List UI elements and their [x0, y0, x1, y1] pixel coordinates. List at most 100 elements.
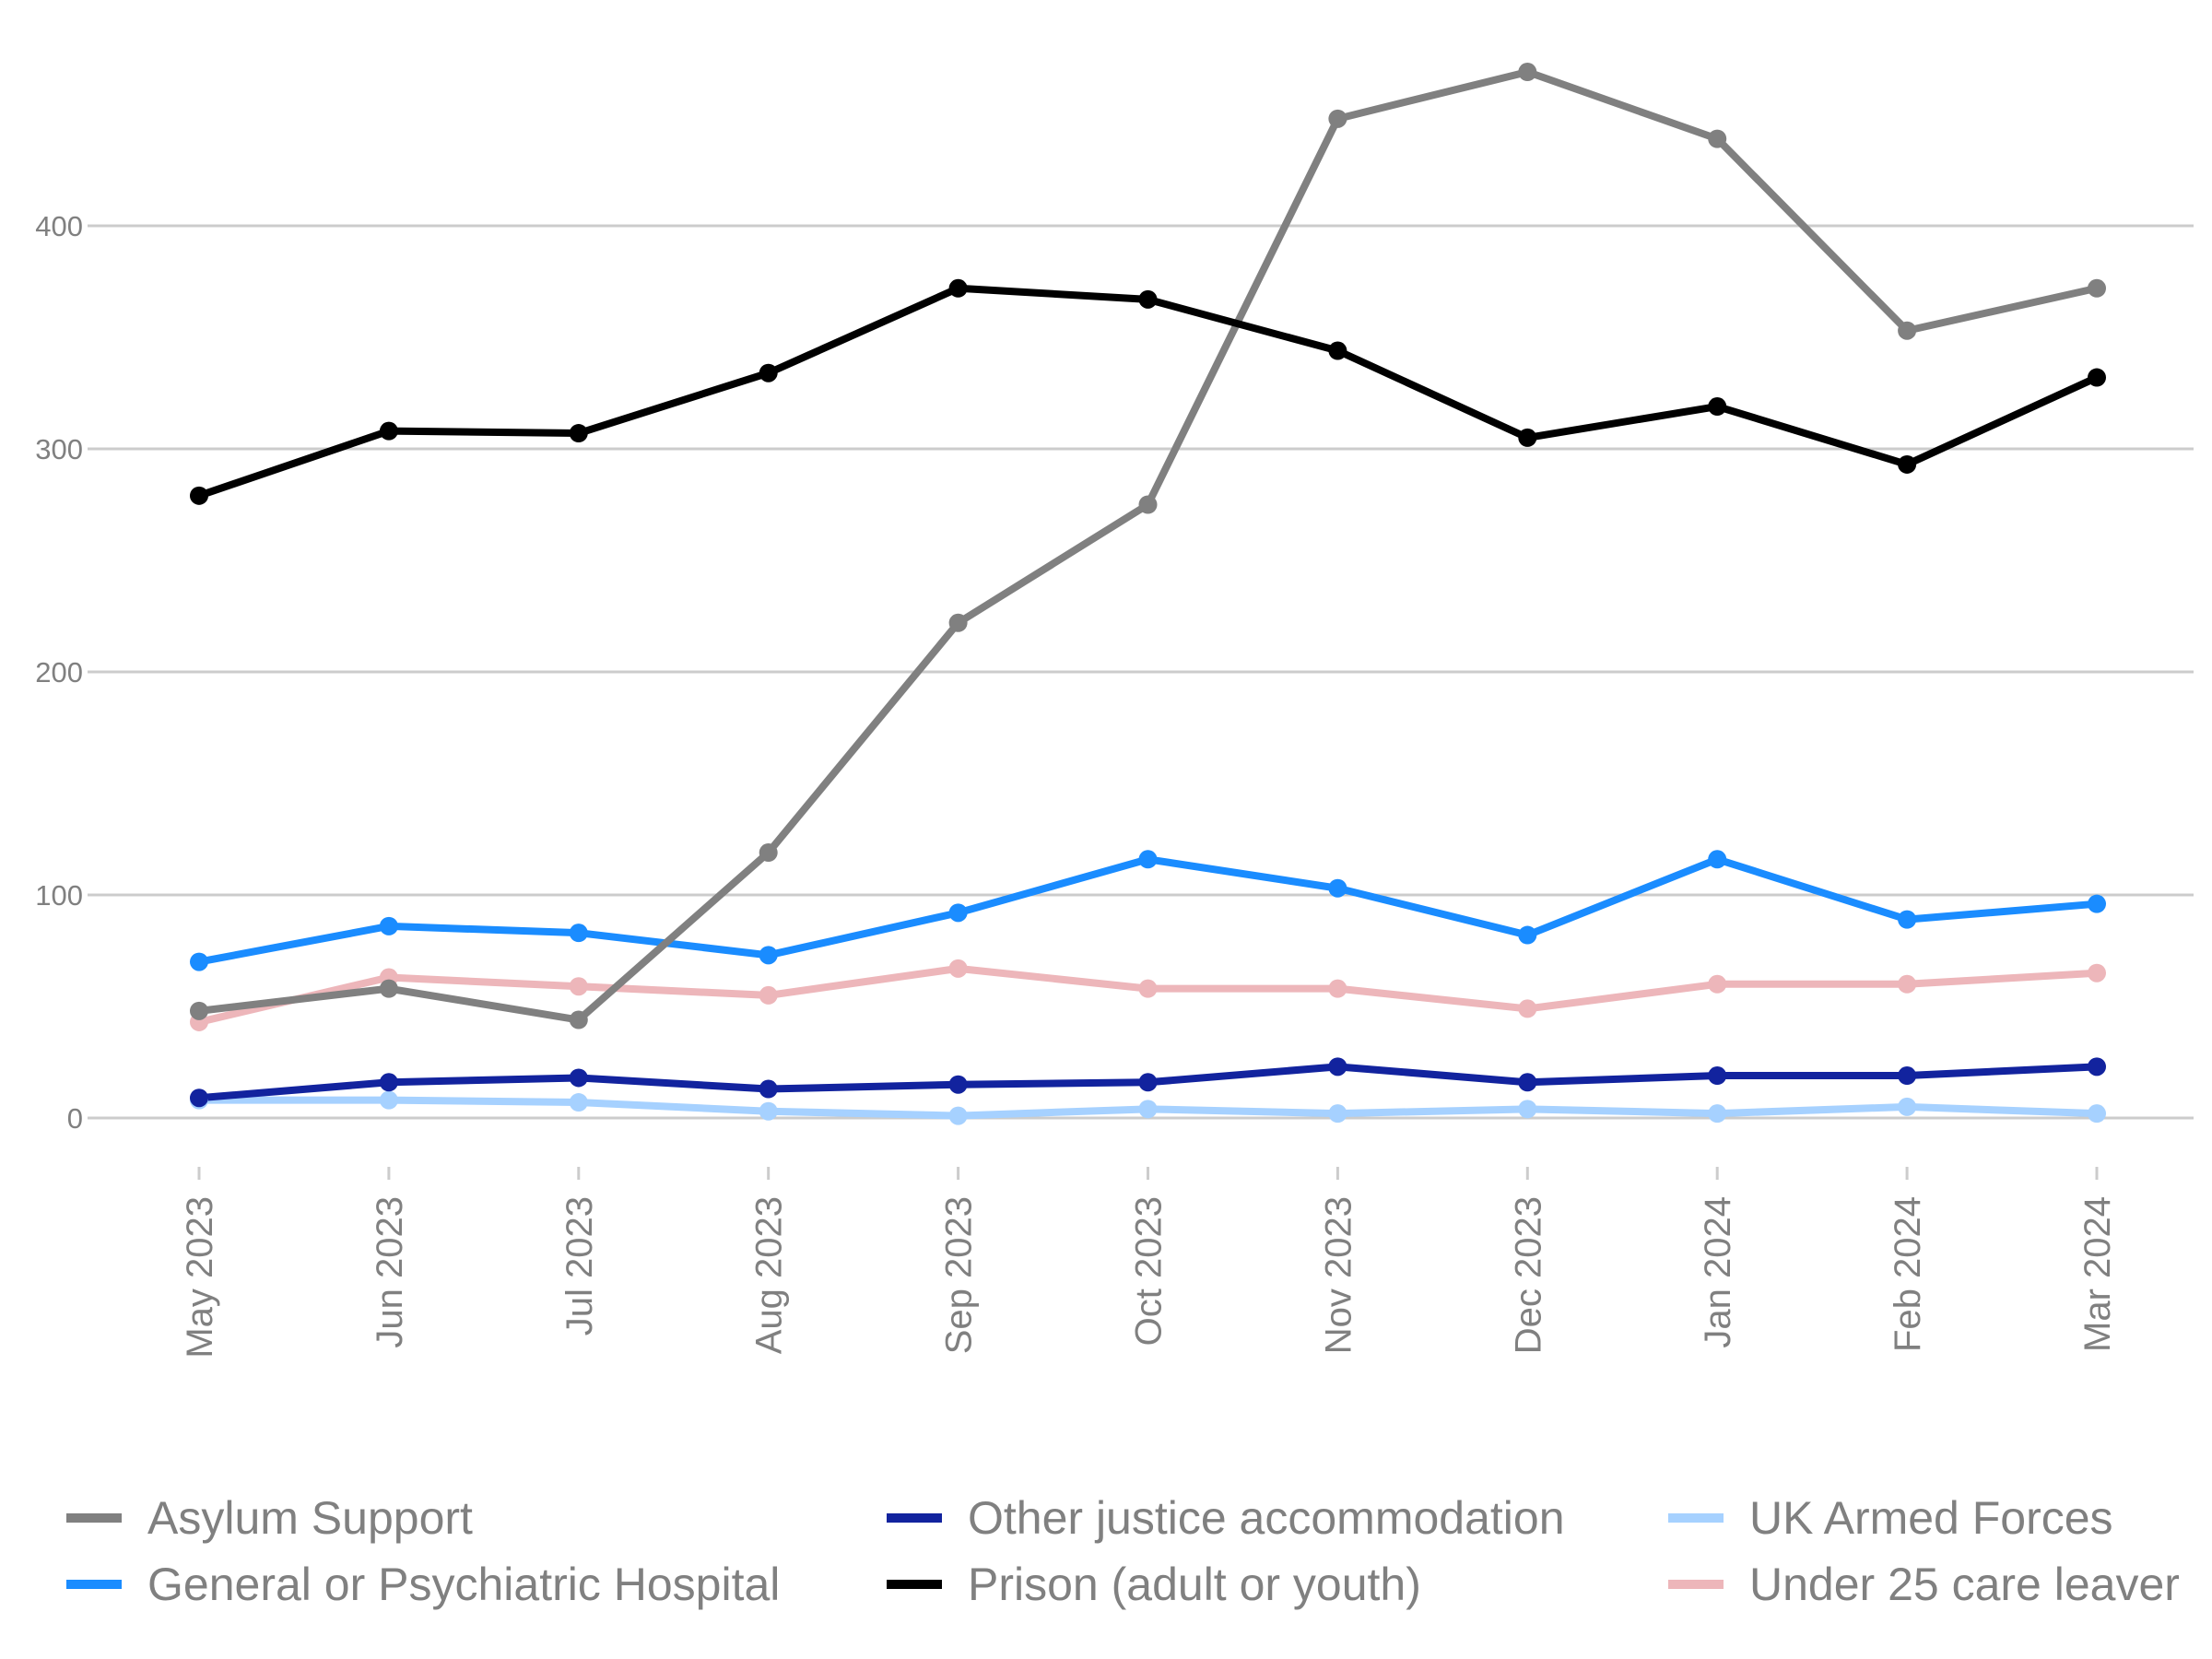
data-point-uk-armed-forces: [1328, 1104, 1347, 1124]
grid-lines: [88, 224, 2194, 1120]
data-point-other-justice-accommodation: [569, 1068, 588, 1088]
x-tick-label: Oct 2023: [1129, 1196, 1170, 1346]
y-tick-label: 0: [67, 1102, 83, 1135]
data-point-prison-adult-or-youth: [1328, 341, 1347, 360]
x-tick-label: Dec 2023: [1508, 1196, 1548, 1354]
data-point-uk-armed-forces: [2088, 1104, 2106, 1124]
data-point-uk-armed-forces: [759, 1101, 778, 1121]
data-point-general-or-psychiatric-hospital: [1708, 850, 1727, 869]
data-point-uk-armed-forces: [948, 1106, 968, 1125]
x-tick-label: May 2023: [180, 1196, 220, 1359]
x-tick-label: Aug 2023: [749, 1196, 790, 1354]
y-axis-ticks: 0 100 200 300 400: [35, 210, 83, 1135]
data-point-under-25-care-leaver: [569, 977, 588, 996]
y-tick-label: 200: [35, 656, 83, 688]
data-point-other-justice-accommodation: [948, 1075, 968, 1094]
data-point-prison-adult-or-youth: [569, 424, 588, 443]
data-point-under-25-care-leaver: [948, 959, 968, 978]
data-point-uk-armed-forces: [569, 1093, 588, 1112]
data-point-under-25-care-leaver: [2088, 963, 2106, 982]
data-point-other-justice-accommodation: [1518, 1073, 1537, 1092]
data-point-general-or-psychiatric-hospital: [1898, 910, 1917, 929]
data-point-general-or-psychiatric-hospital: [1328, 878, 1347, 898]
data-point-prison-adult-or-youth: [1138, 289, 1158, 309]
data-point-asylum-support: [2088, 278, 2106, 298]
data-point-uk-armed-forces: [1708, 1104, 1727, 1124]
series-lines: [195, 68, 2100, 1120]
data-point-under-25-care-leaver: [1138, 979, 1158, 998]
x-tick-label: Jun 2023: [370, 1196, 410, 1348]
data-point-general-or-psychiatric-hospital: [2088, 894, 2106, 913]
legend-label: General or Psychiatric Hospital: [147, 1559, 780, 1610]
legend: Asylum Support General or Psychiatric Hos…: [66, 1492, 2180, 1610]
data-point-general-or-psychiatric-hospital: [948, 903, 968, 923]
data-point-prison-adult-or-youth: [1518, 428, 1537, 447]
data-point-general-or-psychiatric-hospital: [1518, 925, 1537, 945]
x-tick-label: Feb 2024: [1888, 1196, 1928, 1352]
data-point-asylum-support: [1708, 129, 1727, 148]
legend-label: Under 25 care leaver: [1749, 1559, 2180, 1610]
data-point-asylum-support: [379, 979, 398, 998]
x-axis-ticks: May 2023 Jun 2023 Jul 2023 Aug 2023 Sep 2023…: [180, 1167, 2118, 1359]
data-point-asylum-support: [948, 613, 968, 632]
data-point-asylum-support: [1328, 109, 1347, 128]
legend-label: Other justice accommodation: [968, 1492, 1565, 1544]
legend-label: UK Armed Forces: [1749, 1492, 2113, 1544]
data-point-under-25-care-leaver: [1708, 974, 1727, 994]
legend-item-general-or-psychiatric-hospital: General or Psychiatric Hospital: [66, 1559, 780, 1610]
data-point-other-justice-accommodation: [379, 1073, 398, 1092]
legend-item-uk-armed-forces: UK Armed Forces: [1668, 1492, 2113, 1544]
data-point-general-or-psychiatric-hospital: [759, 946, 778, 965]
legend-label: Asylum Support: [147, 1492, 473, 1544]
x-tick-label: Jul 2023: [559, 1196, 600, 1335]
data-point-prison-adult-or-youth: [190, 486, 208, 505]
data-point-prison-adult-or-youth: [759, 363, 778, 382]
data-point-other-justice-accommodation: [1708, 1066, 1727, 1086]
series-line-prison-adult-or-youth: [195, 284, 2100, 500]
data-point-uk-armed-forces: [1518, 1100, 1537, 1119]
data-point-other-justice-accommodation: [759, 1079, 778, 1099]
data-point-asylum-support: [1898, 321, 1917, 340]
data-point-uk-armed-forces: [379, 1090, 398, 1110]
data-point-prison-adult-or-youth: [1708, 397, 1727, 417]
x-tick-label: Jan 2024: [1698, 1196, 1738, 1348]
x-tick-label: Mar 2024: [2077, 1196, 2118, 1352]
data-point-under-25-care-leaver: [1898, 974, 1917, 994]
data-point-general-or-psychiatric-hospital: [569, 924, 588, 943]
data-point-other-justice-accommodation: [1898, 1066, 1917, 1086]
data-point-under-25-care-leaver: [1518, 999, 1537, 1018]
y-tick-label: 100: [35, 879, 83, 912]
legend-item-other-justice-accommodation: Other justice accommodation: [887, 1492, 1565, 1544]
data-point-uk-armed-forces: [1898, 1097, 1917, 1116]
series-points: [190, 63, 2106, 1125]
data-point-other-justice-accommodation: [190, 1088, 208, 1108]
data-point-asylum-support: [1518, 63, 1537, 82]
data-point-other-justice-accommodation: [2088, 1057, 2106, 1077]
data-point-asylum-support: [190, 1001, 208, 1020]
data-point-prison-adult-or-youth: [1898, 454, 1917, 474]
x-tick-label: Nov 2023: [1318, 1196, 1359, 1354]
series-line-asylum-support: [195, 68, 2100, 1024]
legend-item-under-25-care-leaver: Under 25 care leaver: [1668, 1559, 2180, 1610]
data-point-other-justice-accommodation: [1138, 1073, 1158, 1092]
y-tick-label: 400: [35, 210, 83, 242]
data-point-general-or-psychiatric-hospital: [379, 916, 398, 935]
legend-label: Prison (adult or youth): [968, 1559, 1421, 1610]
legend-item-asylum-support: Asylum Support: [66, 1492, 473, 1544]
series-line-general-or-psychiatric-hospital: [195, 855, 2100, 966]
data-point-prison-adult-or-youth: [2088, 368, 2106, 387]
data-point-under-25-care-leaver: [1328, 979, 1347, 998]
data-point-prison-adult-or-youth: [379, 421, 398, 441]
data-point-under-25-care-leaver: [759, 985, 778, 1005]
data-point-general-or-psychiatric-hospital: [1138, 850, 1158, 869]
x-tick-label: Sep 2023: [939, 1196, 980, 1354]
data-point-asylum-support: [569, 1010, 588, 1030]
data-point-asylum-support: [1138, 495, 1158, 514]
data-point-uk-armed-forces: [1138, 1100, 1158, 1119]
data-point-other-justice-accommodation: [1328, 1057, 1347, 1077]
data-point-prison-adult-or-youth: [948, 278, 968, 298]
y-tick-label: 300: [35, 433, 83, 465]
data-point-asylum-support: [759, 843, 778, 863]
legend-item-prison-adult-or-youth: Prison (adult or youth): [887, 1559, 1421, 1610]
